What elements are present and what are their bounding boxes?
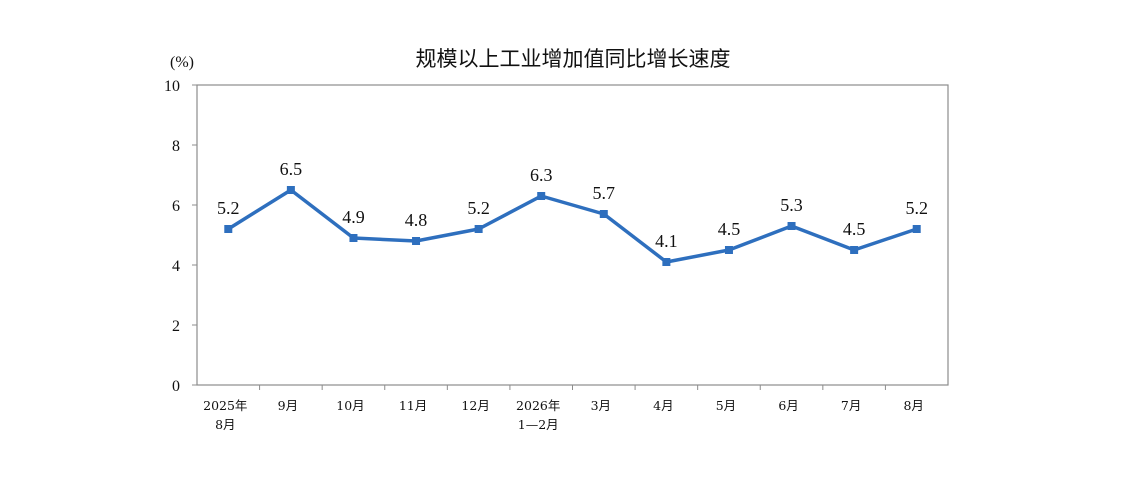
x-tick-label: 10月 <box>336 398 364 413</box>
data-point-marker <box>474 225 483 233</box>
x-tick-label: 3月 <box>591 398 611 413</box>
data-label: 5.3 <box>780 195 803 215</box>
x-tick-label: 12月 <box>461 398 489 413</box>
data-point-marker <box>412 237 421 245</box>
data-label: 4.1 <box>655 231 678 251</box>
data-label: 5.2 <box>467 198 490 218</box>
data-labels: 5.2 6.5 4.9 4.8 5.2 6.3 5.7 4.1 4.5 5.3 4.5 5.2 <box>217 159 928 251</box>
x-tick-label: 7月 <box>841 398 861 413</box>
data-label: 4.8 <box>405 210 428 230</box>
y-tick-label: 0 <box>172 378 180 395</box>
x-tick-label: 2025年 <box>203 398 247 413</box>
chart-title: 规模以上工业增加值同比增长速度 <box>416 47 731 71</box>
x-tick-label: 6月 <box>778 398 798 413</box>
data-label: 5.2 <box>217 198 240 218</box>
x-tick-label: 1—2月 <box>518 417 559 432</box>
data-point-marker <box>662 258 671 266</box>
y-unit-label: (%) <box>170 54 194 71</box>
x-tick-label: 8月 <box>215 417 235 432</box>
data-label: 4.5 <box>843 219 866 239</box>
x-tick-label: 4月 <box>653 398 673 413</box>
data-point-marker <box>850 246 859 254</box>
plot-area-frame <box>196 84 949 386</box>
y-tick-label: 10 <box>164 78 180 95</box>
data-point-marker <box>599 210 608 218</box>
y-tick-label: 4 <box>172 258 180 275</box>
x-tick-label: 9月 <box>278 398 298 413</box>
data-point-marker <box>286 186 295 194</box>
x-tick-label: 8月 <box>903 398 923 413</box>
data-point-marker <box>912 225 921 233</box>
y-tick-label: 2 <box>172 318 180 335</box>
data-point-marker <box>724 246 733 254</box>
data-point-marker <box>349 234 358 242</box>
data-label: 6.3 <box>530 165 553 185</box>
data-label: 4.5 <box>718 219 741 239</box>
series-line <box>227 188 918 264</box>
data-label: 4.9 <box>342 207 365 227</box>
data-label: 5.2 <box>905 198 928 218</box>
data-point-marker <box>224 225 233 233</box>
data-point-marker <box>787 222 796 230</box>
y-tick-label: 8 <box>172 138 180 155</box>
x-tick-label: 2026年 <box>516 398 560 413</box>
series-group <box>224 186 921 266</box>
x-tick-label: 5月 <box>716 398 736 413</box>
data-label: 6.5 <box>280 159 303 179</box>
data-label: 5.7 <box>593 183 616 203</box>
x-axis: 2025年 8月 9月 10月 11月 12月 2026年 1—2月 3月 4月 5月 6月 7月 8月 <box>203 385 924 432</box>
x-tick-label: 11月 <box>399 398 427 413</box>
y-axis: 0 2 4 6 8 10 <box>164 78 197 395</box>
data-point-marker <box>537 192 546 200</box>
y-tick-label: 6 <box>172 198 180 215</box>
